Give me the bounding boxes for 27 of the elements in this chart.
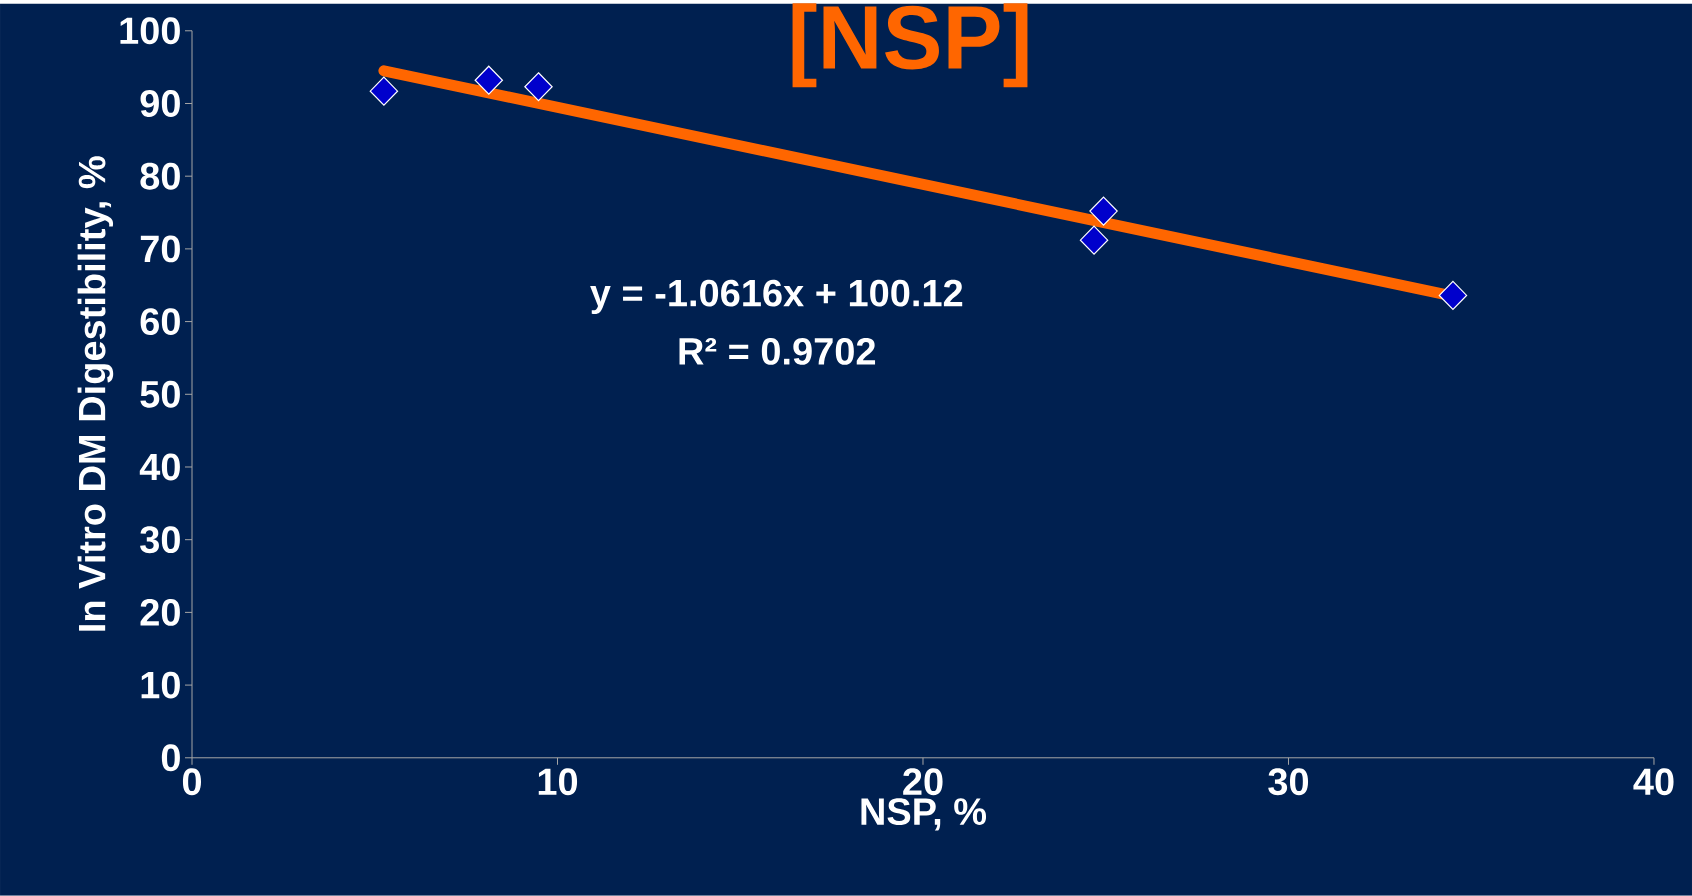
x-axis-title: NSP, % xyxy=(861,798,987,831)
point xyxy=(369,76,399,106)
y-tick-label: 50 xyxy=(140,380,180,408)
x-tick-label: 40 xyxy=(1633,768,1674,796)
y-tick-label: 30 xyxy=(140,526,180,554)
chart-title: [NSP] xyxy=(792,3,1028,88)
y-tick-label: 0 xyxy=(161,744,180,772)
x-tick-label: 10 xyxy=(538,768,578,796)
point xyxy=(1438,280,1468,311)
y-tick-label: 40 xyxy=(139,453,180,481)
y-axis-title: In Vitro DM Digestibility, % xyxy=(77,156,114,631)
y-tick-label: 10 xyxy=(141,671,180,699)
y-tick-label: 20 xyxy=(140,599,180,626)
x-tick-label: 20 xyxy=(903,768,943,796)
point xyxy=(524,72,553,102)
y-tick-label: 100 xyxy=(120,17,180,45)
point xyxy=(474,65,504,95)
annotation: y = -1.0616x + 100.12 xyxy=(590,279,963,315)
x-tick-label: 0 xyxy=(182,768,202,796)
x-tick-label: 30 xyxy=(1268,768,1309,796)
y-tick-label: 90 xyxy=(140,90,180,118)
y-tick-label: 70 xyxy=(140,235,180,263)
point xyxy=(1079,225,1109,255)
y-tick-label: 80 xyxy=(140,162,180,190)
y-tick-label: 60 xyxy=(140,308,180,336)
point xyxy=(1089,196,1118,226)
annotation: R² = 0.9702 xyxy=(679,338,876,365)
